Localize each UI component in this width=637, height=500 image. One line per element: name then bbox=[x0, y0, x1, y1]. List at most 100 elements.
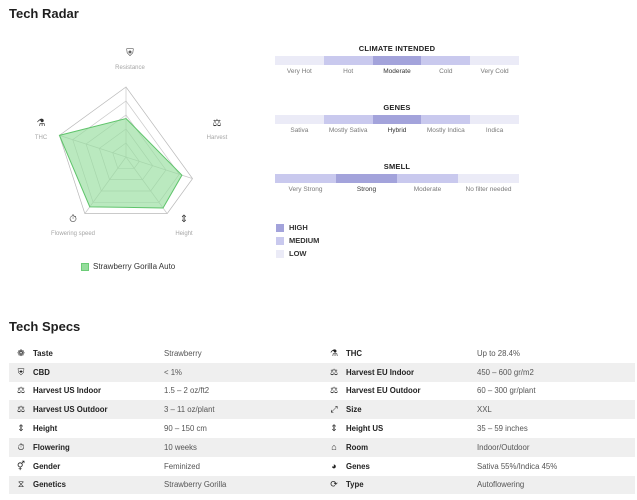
spec-row: ❁ Taste Strawberry ⚗ THC Up to 28.4% bbox=[9, 344, 635, 363]
taste-icon: ❁ bbox=[17, 347, 25, 358]
spec-value: 450 – 600 gr/m2 bbox=[477, 367, 534, 377]
spec-row: ⚖ Harvest US Indoor 1.5 – 2 oz/ft2 ⚖ Harvest… bbox=[9, 382, 635, 401]
spec-row: ⏱ Flowering 10 weeks ⌂ Room Indoor/Outdoor bbox=[9, 437, 635, 457]
scale-title: CLIMATE INTENDED bbox=[358, 44, 436, 53]
spec-value: Autoflowering bbox=[477, 480, 525, 490]
level-legend-medium: MEDIUM bbox=[276, 234, 319, 247]
radar-axis-label: Harvest bbox=[207, 135, 228, 141]
level-swatch-medium bbox=[276, 236, 284, 245]
scale-labels: Very Strong Strong Moderate No filter neede… bbox=[275, 186, 519, 193]
spec-label: Genes bbox=[346, 461, 370, 471]
scale-bar bbox=[275, 56, 519, 65]
scale-segment-high bbox=[372, 56, 422, 65]
spec-cell-left: ⛨ CBD < 1% bbox=[9, 367, 322, 378]
scale-genes: GENES Sativa Mostly Sativa Hybrid Mostly Ind… bbox=[275, 103, 519, 134]
level-label-high: HIGH bbox=[289, 223, 308, 232]
spec-row: ⚖ Harvest US Outdoor 3 – 11 oz/plant ⤢ Size X… bbox=[9, 400, 635, 420]
spec-label: Harvest EU Outdoor bbox=[346, 386, 421, 396]
spec-label: Size bbox=[346, 405, 362, 415]
harvest-scale-icon: ⚖ bbox=[329, 385, 339, 396]
spec-label: Flowering bbox=[33, 442, 70, 452]
level-swatch-high bbox=[276, 223, 284, 232]
scale-labels: Sativa Mostly Sativa Hybrid Mostly Indica In… bbox=[275, 127, 519, 134]
spec-label: THC bbox=[346, 348, 363, 358]
scale-segment-low bbox=[275, 56, 324, 65]
spec-label: Height US bbox=[346, 424, 384, 434]
spec-label: Height bbox=[33, 424, 58, 434]
spec-value: Strawberry Gorilla bbox=[164, 480, 227, 490]
scale-segment-medium bbox=[421, 115, 471, 124]
spec-cell-left: ⧖ Genetics Strawberry Gorilla bbox=[9, 479, 322, 490]
type-cycle-icon: ⟳ bbox=[330, 479, 338, 490]
scale-option-label: Moderate bbox=[383, 68, 411, 75]
spec-cell-left: ⚥ Gender Feminized bbox=[9, 461, 322, 472]
scale-segment-low bbox=[458, 174, 519, 183]
flowering-timer-icon: ⏱ bbox=[17, 441, 25, 452]
spec-value: 1.5 – 2 oz/ft2 bbox=[164, 386, 210, 396]
spec-value: 60 – 300 gr/plant bbox=[477, 386, 536, 396]
spec-value: Feminized bbox=[164, 461, 200, 471]
scale-bar bbox=[275, 174, 519, 183]
scale-option-label: Hybrid bbox=[387, 127, 407, 134]
spec-cell-right: ⤢ Size XXL bbox=[322, 404, 635, 415]
flowering-timer-icon: ⏱ bbox=[69, 214, 77, 225]
harvest-scale-icon: ⚖ bbox=[329, 366, 339, 377]
spec-value: 10 weeks bbox=[164, 442, 197, 452]
scale-option-label: Very Cold bbox=[480, 68, 509, 75]
scale-segment-medium bbox=[397, 174, 458, 183]
height-icon: ⇕ bbox=[330, 423, 338, 434]
spec-value: XXL bbox=[477, 405, 492, 415]
scale-segment-medium bbox=[421, 56, 471, 65]
size-arrows-icon: ⤢ bbox=[330, 404, 338, 415]
spec-label: Taste bbox=[33, 348, 53, 358]
genes-pie-icon: ◕ bbox=[331, 461, 337, 472]
level-legend-high: HIGH bbox=[276, 221, 319, 234]
level-label-low: LOW bbox=[289, 249, 307, 258]
scale-segment-medium bbox=[275, 174, 336, 183]
scale-option-label: Moderate bbox=[413, 186, 442, 193]
spec-label: Type bbox=[346, 480, 364, 490]
thc-flask-icon: ⚗ bbox=[37, 118, 46, 129]
radar-axis-label: Flowering speed bbox=[51, 231, 95, 237]
radar-legend-swatch bbox=[81, 262, 89, 271]
harvest-scale-icon: ⚖ bbox=[16, 385, 26, 396]
genetics-dna-icon: ⧖ bbox=[17, 479, 25, 490]
radar-value-shape bbox=[58, 117, 183, 209]
scale-climate-intended: CLIMATE INTENDED Very Hot Hot Moderate Cold V… bbox=[275, 44, 519, 75]
level-label-medium: MEDIUM bbox=[289, 236, 320, 245]
spec-label: Room bbox=[346, 442, 369, 452]
scale-smell: SMELL Very Strong Strong Moderate No filter … bbox=[275, 162, 519, 193]
spec-label: Harvest US Outdoor bbox=[33, 405, 108, 415]
shield-icon: ⛨ bbox=[126, 48, 134, 59]
scale-labels: Very Hot Hot Moderate Cold Very Cold bbox=[275, 68, 519, 75]
scale-option-label: Hot bbox=[343, 68, 354, 75]
level-legend-low: LOW bbox=[276, 247, 319, 260]
spec-value: 90 – 150 cm bbox=[164, 424, 207, 434]
level-legend: HIGH MEDIUM LOW bbox=[276, 221, 319, 260]
spec-value: < 1% bbox=[164, 367, 182, 377]
level-swatch-low bbox=[276, 249, 284, 258]
scale-option-label: Mostly Sativa bbox=[328, 127, 368, 134]
spec-cell-right: ⚖ Harvest EU Indoor 450 – 600 gr/m2 bbox=[322, 367, 635, 378]
scale-segment-high bbox=[336, 174, 397, 183]
harvest-scale-icon: ⚖ bbox=[16, 404, 26, 415]
radar-grid-ring bbox=[59, 86, 194, 214]
height-icon: ⇕ bbox=[180, 214, 188, 225]
tech-radar-title: Tech Radar bbox=[9, 6, 79, 21]
spec-label: Genetics bbox=[33, 480, 66, 490]
scale-option-label: Very Strong bbox=[288, 186, 323, 193]
radar-legend: Strawberry Gorilla Auto bbox=[81, 262, 175, 271]
spec-cell-right: ⚖ Harvest EU Outdoor 60 – 300 gr/plant bbox=[322, 385, 635, 396]
spec-label: Gender bbox=[33, 461, 61, 471]
scale-option-label: Very Hot bbox=[286, 68, 312, 75]
harvest-scale-icon: ⚖ bbox=[213, 118, 222, 129]
scale-option-label: Mostly Indica bbox=[426, 127, 465, 134]
spec-cell-right: ⇕ Height US 35 – 59 inches bbox=[322, 423, 635, 434]
scale-option-label: Strong bbox=[356, 186, 377, 193]
scale-segment-medium bbox=[323, 115, 373, 124]
scale-segment-high bbox=[372, 115, 422, 124]
radar-legend-label: Strawberry Gorilla Auto bbox=[93, 262, 176, 271]
radar-chart: ⛨ Resistance ⚖ Harvest ⇕ Height ⏱ Flowering spe… bbox=[35, 48, 228, 237]
gender-icon: ⚥ bbox=[16, 460, 26, 471]
spec-row: ⇕ Height 90 – 150 cm ⇕ Height US 35 – 59 inch… bbox=[9, 419, 635, 438]
